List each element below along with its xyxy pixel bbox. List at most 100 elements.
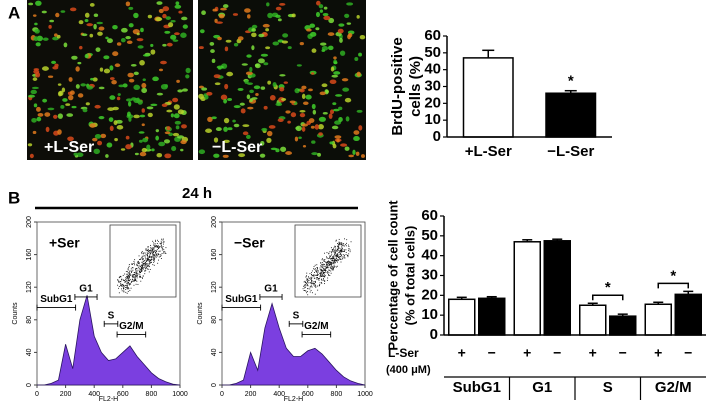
- nucleus: [114, 138, 118, 142]
- inset-dot: [154, 257, 156, 259]
- gate-label: G2/M: [304, 321, 328, 332]
- nucleus: [141, 87, 148, 94]
- inset-dot: [321, 276, 323, 278]
- nucleus: [317, 152, 322, 157]
- inset-dot: [143, 268, 144, 270]
- inset-dot: [134, 259, 136, 261]
- inset-dot: [154, 255, 156, 257]
- inset-dot: [147, 256, 149, 258]
- inset-dot: [305, 281, 306, 283]
- nucleus: [163, 139, 171, 144]
- inset-dot: [315, 269, 317, 271]
- nucleus: [356, 14, 360, 19]
- nucleus: [206, 91, 213, 96]
- inset-dot: [317, 289, 319, 291]
- inset-dot: [311, 272, 312, 274]
- inset-dot: [331, 267, 333, 269]
- inset-dot: [125, 289, 127, 290]
- nucleus: [138, 139, 143, 143]
- inset-dot: [137, 265, 139, 267]
- inset-dot: [135, 279, 137, 281]
- inset-dot: [323, 267, 324, 269]
- inset-dot: [141, 276, 143, 278]
- nucleus: [198, 46, 204, 50]
- inset-dot: [164, 251, 166, 253]
- nucleus: [251, 24, 258, 29]
- nucleus: [56, 34, 61, 39]
- nucleus: [156, 153, 163, 158]
- x-tick-label: +L-Ser: [465, 143, 512, 160]
- nucleus: [263, 62, 269, 66]
- inset-dot: [140, 258, 142, 260]
- inset-dot: [311, 283, 313, 285]
- inset-dot: [141, 250, 143, 252]
- inset-dot: [146, 251, 148, 253]
- panel-condition: −Ser: [234, 235, 265, 251]
- significance-bracket: [657, 282, 689, 289]
- inset-dot: [343, 244, 345, 246]
- inset-dot: [126, 292, 128, 294]
- inset-dot: [331, 258, 333, 260]
- inset-dot: [347, 256, 349, 258]
- nucleus: [32, 77, 38, 81]
- inset-dot: [324, 252, 325, 254]
- nucleus: [267, 12, 273, 19]
- inset-dot: [134, 278, 136, 280]
- inset-dot: [143, 262, 145, 264]
- nucleus: [125, 135, 130, 140]
- inset-dot: [342, 256, 344, 258]
- nucleus: [121, 27, 128, 33]
- nucleus: [120, 37, 126, 43]
- nucleus: [172, 97, 179, 103]
- nucleus: [272, 82, 277, 88]
- nucleus: [84, 12, 90, 18]
- inset-dot: [307, 279, 309, 281]
- significance: *: [670, 267, 676, 284]
- nucleus: [161, 103, 168, 107]
- inset-dot: [305, 283, 307, 285]
- inset-dot: [127, 287, 129, 289]
- inset-dot: [127, 288, 129, 290]
- inset-dot: [126, 278, 128, 280]
- nucleus: [92, 77, 98, 82]
- inset-dot: [313, 284, 315, 286]
- inset-dot: [143, 267, 145, 269]
- inset-dot: [142, 277, 143, 279]
- inset-dot: [325, 271, 327, 273]
- inset-dot: [324, 265, 326, 267]
- nucleus: [89, 3, 95, 7]
- inset-dot: [350, 241, 352, 243]
- nucleus: [165, 16, 171, 20]
- inset-dot: [125, 291, 127, 293]
- inset-dot: [132, 280, 134, 282]
- inset-dot: [133, 280, 135, 282]
- nucleus: [57, 83, 62, 86]
- nucleus: [247, 106, 254, 110]
- inset-dot: [152, 258, 154, 260]
- inset-dot: [324, 270, 325, 271]
- inset-dot: [327, 262, 329, 264]
- nucleus: [147, 112, 153, 118]
- inset-dot: [331, 257, 333, 259]
- nucleus: [201, 87, 208, 91]
- nucleus: [266, 130, 273, 137]
- inset-dot: [141, 257, 143, 259]
- nucleus: [308, 118, 315, 123]
- x-axis-label: FL2-H: [284, 396, 303, 403]
- nucleus: [68, 77, 73, 82]
- inset-dot: [317, 274, 319, 276]
- nucleus: [156, 92, 164, 96]
- y-tick-label: 10: [424, 111, 441, 128]
- panel-condition: +Ser: [49, 235, 80, 251]
- y-tick-label: 120: [211, 281, 218, 293]
- x-tick-label: 1000: [172, 391, 188, 398]
- inset-dot: [152, 253, 154, 255]
- nucleus: [302, 101, 309, 105]
- nucleus: [47, 107, 55, 111]
- inset-dot: [324, 264, 325, 266]
- nucleus: [199, 29, 205, 34]
- nucleus: [296, 64, 302, 67]
- inset-dot: [335, 250, 337, 252]
- nucleus: [166, 126, 171, 131]
- inset-dot: [126, 288, 128, 290]
